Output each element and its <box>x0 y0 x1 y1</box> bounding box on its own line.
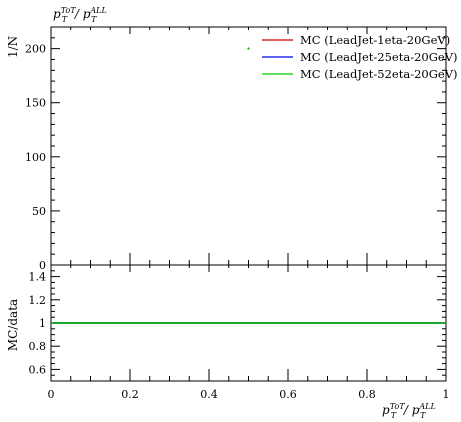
legend: MC (LeadJet-1eta-20GeV) MC (LeadJet-25eta… <box>262 33 458 81</box>
ratio-ytick-label: 1.4 <box>29 271 47 284</box>
ratio-xtick-label: 0.2 <box>121 388 139 401</box>
ratio-ytick-label: 0.6 <box>29 363 47 376</box>
ratio-xtick-label: 1 <box>443 388 450 401</box>
main-ytick-label: 200 <box>25 43 46 56</box>
ratio-xtick-label: 0.6 <box>279 388 297 401</box>
ratio-xtick-label: 0.8 <box>358 388 376 401</box>
main-axis-ticks: 0 50 100 150 200 <box>25 26 447 272</box>
main-ytick-label: 150 <box>25 97 46 110</box>
ratio-ytick-label: 1 <box>39 317 46 330</box>
main-ylabel: 1/N <box>6 36 20 58</box>
ratio-xtick-label: 0 <box>48 388 55 401</box>
ratio-xtick-label: 0.4 <box>200 388 218 401</box>
legend-label: MC (LeadJet-52eta-20GeV) <box>300 67 458 81</box>
main-point <box>247 47 250 50</box>
legend-label: MC (LeadJet-1eta-20GeV) <box>300 33 450 47</box>
ratio-ytick-label: 1.2 <box>29 294 47 307</box>
ratio-ylabel: MC/data <box>6 299 20 351</box>
main-ytick-label: 0 <box>39 259 46 272</box>
xlabel: pToT T / pALL T <box>382 402 435 420</box>
ratio-ytick-label: 0.8 <box>29 340 47 353</box>
main-series-layer <box>247 47 250 50</box>
legend-label: MC (LeadJet-25eta-20GeV) <box>300 50 458 64</box>
main-title: pToT T / pALL T <box>53 6 106 24</box>
main-ytick-label: 50 <box>32 205 46 218</box>
main-ytick-label: 100 <box>25 151 46 164</box>
